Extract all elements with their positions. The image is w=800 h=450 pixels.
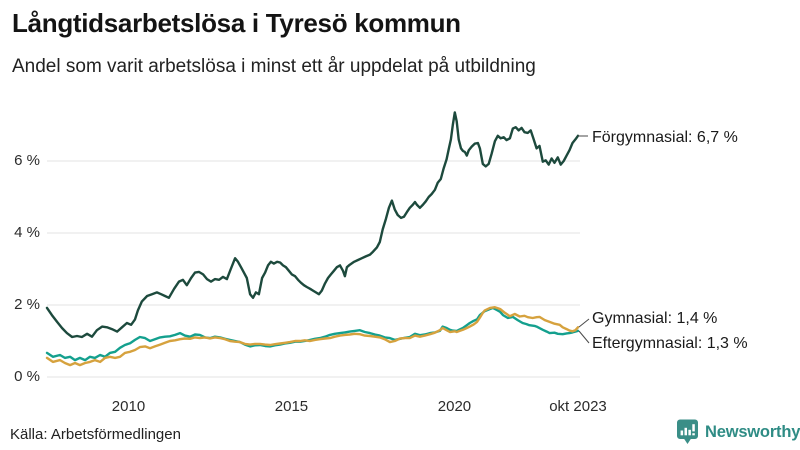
source-note: Källa: Arbetsförmedlingen bbox=[10, 426, 181, 443]
newsworthy-branding: Newsworthy bbox=[676, 419, 800, 445]
x-tick-label: 2010 bbox=[111, 398, 146, 415]
annotation-leader-line bbox=[578, 330, 590, 344]
series-line-förgymnasial bbox=[45, 111, 580, 339]
series-line-gymnasial bbox=[45, 306, 580, 367]
annotation-leader-line bbox=[578, 318, 590, 328]
y-tick-label: 2 % bbox=[14, 296, 40, 313]
series-line-eftergymnasial bbox=[45, 306, 580, 362]
x-tick-label: 2015 bbox=[274, 398, 309, 415]
series-label-gymnasial: Gymnasial: 1,4 % bbox=[592, 310, 718, 327]
y-tick-label: 4 % bbox=[14, 224, 40, 241]
newsworthy-wordmark: Newsworthy bbox=[705, 422, 800, 441]
series-label-forgymnasial: Förgymnasial: 6,7 % bbox=[592, 129, 738, 146]
x-tick-label: okt 2023 bbox=[549, 398, 607, 415]
x-tick-label: 2020 bbox=[437, 398, 472, 415]
y-tick-label: 6 % bbox=[14, 152, 40, 169]
series-label-eftergymnasial: Eftergymnasial: 1,3 % bbox=[592, 335, 748, 352]
page-title: Långtidsarbetslösa i Tyresö kommun bbox=[12, 8, 461, 38]
chart-subtitle: Andel som varit arbetslösa i minst ett å… bbox=[12, 56, 536, 77]
newsworthy-logo-icon bbox=[677, 419, 698, 444]
y-tick-label: 0 % bbox=[14, 368, 40, 385]
